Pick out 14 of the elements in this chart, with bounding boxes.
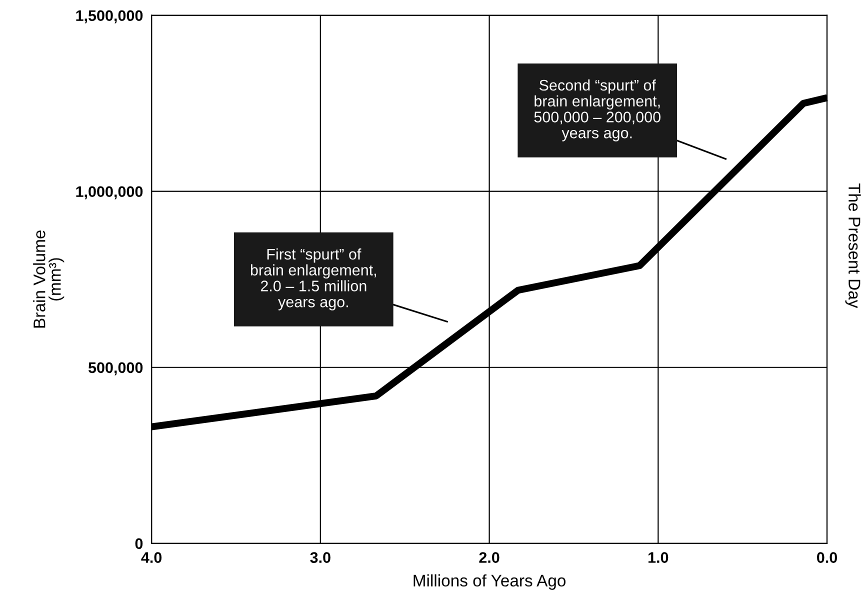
x-axis-title: Millions of Years Ago: [414, 574, 566, 590]
y-axis-title: Brain Volume (mm³): [33, 230, 64, 328]
y-tick-label: 1,500,000: [76, 10, 143, 24]
y-tick-label: 1,000,000: [76, 186, 143, 200]
y-tick-label: 500,000: [88, 362, 143, 376]
x-tick-label: 4.0: [141, 552, 162, 563]
x-tick-label: 1.0: [648, 552, 668, 563]
annotation: Second “spurt” of brain enlargement, 500,000 – 200,000 years ago.: [534, 79, 660, 142]
x-tick-label: 0.0: [817, 552, 838, 563]
text: The Present Day: [845, 183, 861, 308]
x-tick-label: 2.0: [479, 552, 500, 563]
x-tick-label: 3.0: [310, 552, 330, 563]
y-tick-label: 0: [135, 538, 143, 550]
annotation: First “spurt” of brain enlargement, 2.0 – 1.5 million years ago.: [250, 248, 376, 310]
